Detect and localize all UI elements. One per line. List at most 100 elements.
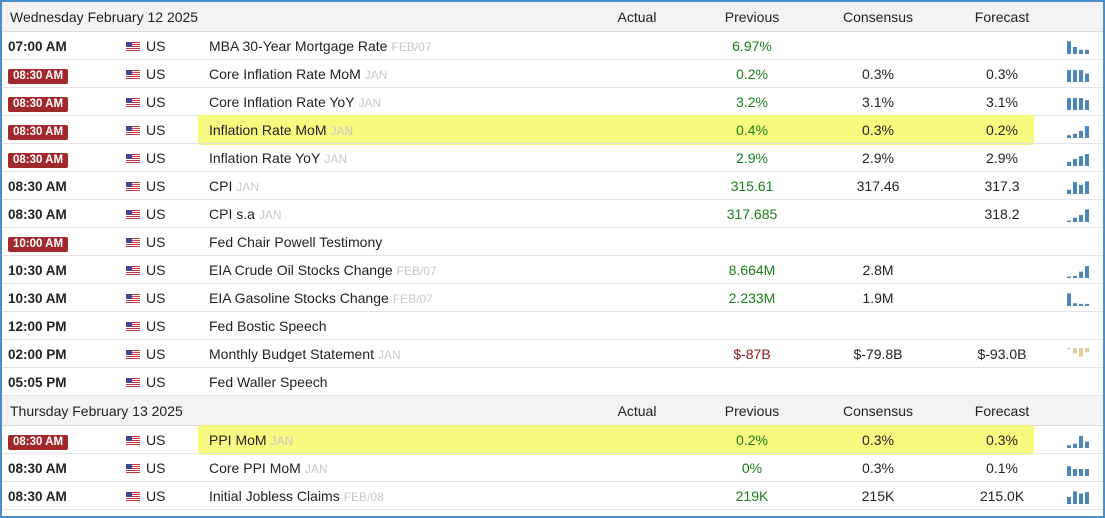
actual-value	[592, 312, 682, 340]
event-row[interactable]: 08:30 AM US CPI s.a JAN 317.685 318.2	[2, 200, 1103, 228]
event-row[interactable]: 08:30 AM US Inflation Rate YoY JAN 2.9% 2.9% 2…	[2, 144, 1103, 172]
actual-value	[592, 340, 682, 368]
event-title[interactable]: Fed Bostic Speech	[209, 318, 327, 334]
trend-sparkline[interactable]	[1066, 95, 1092, 110]
country: US	[126, 172, 186, 200]
day-date: Thursday February 13 2025	[10, 403, 183, 419]
trend-sparkline[interactable]	[1066, 263, 1092, 278]
spark-bar	[1067, 220, 1071, 222]
event-time: 08:30 AM	[8, 200, 118, 228]
spark-bar	[1067, 276, 1071, 278]
event-row[interactable]: 10:00 AM US Fed Chair Powell Testimony	[2, 228, 1103, 256]
event-title[interactable]: PPI MoM	[209, 432, 267, 448]
forecast-value: 0.3%	[986, 432, 1018, 448]
trend-sparkline[interactable]	[1066, 179, 1092, 194]
event-row[interactable]: 08:30 AM US Initial Jobless Claims FEB/08 21…	[2, 482, 1103, 510]
event-name[interactable]: Monthly Budget Statement JAN	[209, 340, 609, 368]
trend-sparkline[interactable]	[1066, 433, 1092, 448]
trend-sparkline[interactable]	[1066, 151, 1092, 166]
country: US	[126, 482, 186, 510]
actual-value	[592, 88, 682, 116]
day-date: Wednesday February 12 2025	[10, 9, 199, 25]
consensus-value: 0.3%	[862, 460, 894, 476]
event-reference-period: FEB/07	[396, 264, 437, 278]
event-row[interactable]: 02:00 PM US Monthly Budget Statement JAN $-8…	[2, 340, 1103, 368]
event-title[interactable]: Core PPI MoM	[209, 460, 301, 476]
event-title[interactable]: Monthly Budget Statement	[209, 346, 374, 362]
event-row[interactable]: 05:05 PM US Fed Waller Speech	[2, 368, 1103, 396]
event-name[interactable]: Inflation Rate YoY JAN	[209, 144, 609, 172]
country-code: US	[146, 432, 166, 448]
event-name[interactable]: PPI MoM JAN	[209, 426, 609, 454]
event-title[interactable]: Core Inflation Rate MoM	[209, 66, 361, 82]
event-name[interactable]: Initial Jobless Claims FEB/08	[209, 482, 609, 510]
event-row[interactable]: 07:00 AM US MBA 30-Year Mortgage Rate FEB/0…	[2, 32, 1103, 60]
event-title[interactable]: Core Inflation Rate YoY	[209, 94, 355, 110]
event-row[interactable]: 08:30 AM US Core Inflation Rate MoM JAN 0.2%…	[2, 60, 1103, 88]
event-time: 05:05 PM	[8, 368, 118, 396]
trend-sparkline[interactable]	[1066, 39, 1092, 54]
spark-bar	[1067, 348, 1071, 350]
spark-bar	[1073, 275, 1077, 278]
spark-bar	[1067, 135, 1071, 138]
spark-bar	[1073, 159, 1077, 166]
event-row[interactable]: 10:30 AM US EIA Crude Oil Stocks Change FEB…	[2, 256, 1103, 284]
trend-sparkline[interactable]	[1066, 461, 1092, 476]
event-name[interactable]: Core Inflation Rate MoM JAN	[209, 60, 609, 88]
country-code: US	[146, 488, 166, 504]
trend-sparkline[interactable]	[1066, 67, 1092, 82]
event-time: 08:30 AM	[8, 88, 118, 116]
event-name[interactable]: Fed Chair Powell Testimony	[209, 228, 609, 256]
country: US	[126, 340, 186, 368]
event-name[interactable]: Core Inflation Rate YoY JAN	[209, 88, 609, 116]
event-title[interactable]: Inflation Rate MoM	[209, 122, 327, 138]
trend-sparkline[interactable]	[1066, 207, 1092, 222]
event-name[interactable]: EIA Crude Oil Stocks Change FEB/07	[209, 256, 609, 284]
event-name[interactable]: Core PPI MoM JAN	[209, 454, 609, 482]
high-impact-time-badge: 08:30 AM	[8, 435, 69, 450]
event-name[interactable]: Fed Bostic Speech	[209, 312, 609, 340]
consensus-value: 317.46	[856, 178, 900, 194]
event-row[interactable]: 10:30 AM US EIA Gasoline Stocks Change FEB/…	[2, 284, 1103, 312]
event-title[interactable]: Initial Jobless Claims	[209, 488, 340, 504]
event-title[interactable]: CPI s.a	[209, 206, 255, 222]
spark-bar	[1073, 491, 1077, 504]
event-row[interactable]: 08:30 AM US CPI JAN 315.61 317.46 317.3	[2, 172, 1103, 200]
spark-bar	[1067, 189, 1071, 194]
actual-value	[592, 144, 682, 172]
event-title[interactable]: EIA Crude Oil Stocks Change	[209, 262, 393, 278]
spark-bar	[1073, 348, 1077, 354]
spark-bar	[1073, 47, 1077, 54]
event-title[interactable]: MBA 30-Year Mortgage Rate	[209, 38, 388, 54]
trend-sparkline[interactable]	[1066, 489, 1092, 504]
event-row[interactable]: 08:30 AM US Inflation Rate MoM JAN 0.4% 0.3% 0…	[2, 116, 1103, 144]
event-name[interactable]: Inflation Rate MoM JAN	[209, 116, 609, 144]
event-row[interactable]: 08:30 AM US PPI MoM JAN 0.2% 0.3% 0.3%	[2, 426, 1103, 454]
consensus-value: 0.3%	[862, 432, 894, 448]
event-row[interactable]: 12:00 PM US Fed Bostic Speech	[2, 312, 1103, 340]
event-name[interactable]: MBA 30-Year Mortgage Rate FEB/07	[209, 32, 609, 60]
trend-sparkline[interactable]	[1066, 291, 1092, 306]
event-row[interactable]: 08:30 AM US Core PPI MoM JAN 0% 0.3% 0.1%	[2, 454, 1103, 482]
event-title[interactable]: Inflation Rate YoY	[209, 150, 321, 166]
forecast-value	[952, 284, 1052, 312]
country: US	[126, 368, 186, 396]
trend-sparkline[interactable]	[1066, 347, 1092, 362]
spark-bar	[1073, 182, 1077, 194]
event-title[interactable]: EIA Gasoline Stocks Change	[209, 290, 389, 306]
col-header-forecast: Forecast	[974, 9, 1030, 25]
spark-bar	[1079, 131, 1083, 138]
event-row[interactable]: 08:30 AM US Core Inflation Rate YoY JAN 3.2%…	[2, 88, 1103, 116]
event-name[interactable]: CPI s.a JAN	[209, 200, 609, 228]
event-title[interactable]: CPI	[209, 178, 233, 194]
event-title[interactable]: Fed Chair Powell Testimony	[209, 234, 383, 250]
time-label: 10:30 AM	[8, 263, 67, 278]
event-name[interactable]: Fed Waller Speech	[209, 368, 609, 396]
trend-sparkline[interactable]	[1066, 123, 1092, 138]
event-title[interactable]: Fed Waller Speech	[209, 374, 328, 390]
event-name[interactable]: EIA Gasoline Stocks Change FEB/07	[209, 284, 609, 312]
spark-bar	[1079, 436, 1083, 448]
spark-bar	[1073, 443, 1077, 448]
us-flag-icon	[126, 238, 140, 248]
event-name[interactable]: CPI JAN	[209, 172, 609, 200]
